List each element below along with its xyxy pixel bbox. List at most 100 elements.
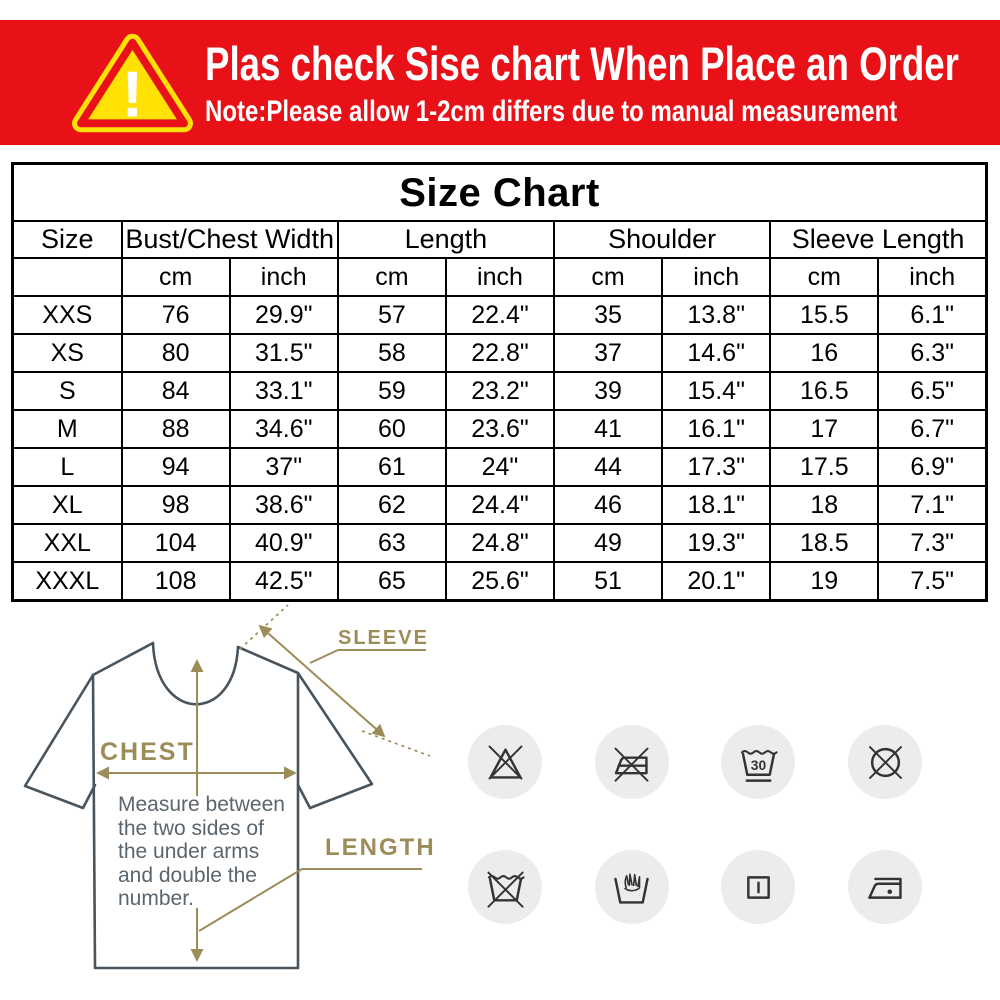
- size-chart-body: XXS 76 29.9" 57 22.4" 35 13.8" 15.5 6.1" XS 80 31.5…: [11, 295, 988, 602]
- measurement-cell: 41: [553, 409, 664, 449]
- size-chart-group-header-row: Size Bust/Chest Width Length Shoulder Sleeve…: [11, 220, 988, 259]
- measurement-cell: 58: [336, 333, 447, 373]
- measurement-cell: 42.5": [228, 561, 339, 602]
- size-chart-title-row: Size Chart: [11, 162, 988, 222]
- measurement-cell: 24": [444, 447, 556, 487]
- do-not-tumble-dry-icon: [868, 745, 902, 779]
- measurement-cell: 15.5: [769, 295, 880, 335]
- measurement-cell: 108: [120, 561, 231, 602]
- care-icon-hand-wash: [594, 850, 669, 924]
- measurement-cell: 94: [120, 447, 231, 487]
- measurement-cell: 37": [228, 447, 339, 487]
- care-icon-do-not-wash: [468, 850, 542, 924]
- care-icon-do-not-tumble-dry: [848, 725, 923, 799]
- unit-header-inch-6: inch: [661, 257, 772, 297]
- measurement-cell: 6.7": [877, 409, 988, 449]
- measurement-cell: 34.6": [228, 409, 339, 449]
- iron-low-heat-icon: [867, 877, 902, 899]
- banner-note: Note:Please allow 1-2cm differs due to m…: [205, 95, 898, 129]
- do-not-bleach-icon: [488, 745, 522, 779]
- warning-triangle-icon: !: [72, 33, 193, 133]
- size-chart-title: Size Chart: [11, 162, 988, 222]
- measurement-cell: 16: [769, 333, 880, 373]
- size-label-cell: XXL: [11, 523, 123, 563]
- measurement-cell: 6.9": [877, 447, 988, 487]
- unit-header-cm-3: cm: [336, 257, 447, 297]
- measurement-cell: 37: [553, 333, 664, 373]
- warning-banner: ! Plas check Sise chart When Place an Or…: [0, 20, 1000, 145]
- unit-header-inch-8: inch: [877, 257, 988, 297]
- measurement-cell: 16.1": [661, 409, 772, 449]
- tshirt-outline-drawing: [23, 604, 431, 970]
- size-row-xxxl: XXXL 108 42.5" 65 25.6" 51 20.1" 19 7.5": [11, 561, 988, 602]
- measurement-cell: 20.1": [661, 561, 772, 602]
- measurement-cell: 44: [553, 447, 664, 487]
- measurement-cell: 22.8": [444, 333, 556, 373]
- size-label-cell: XS: [11, 333, 123, 373]
- do-not-wash-icon: [486, 871, 525, 908]
- measurement-cell: 18.5: [769, 523, 880, 563]
- measurement-cell: 7.5": [877, 561, 988, 602]
- measurement-cell: 22.4": [444, 295, 556, 335]
- care-icons-grid: 30: [468, 725, 975, 924]
- measurement-cell: 6.5": [877, 371, 988, 411]
- sleeve-label: SLEEVE: [338, 627, 429, 649]
- measurement-cell: 15.4": [661, 371, 772, 411]
- group-header-bust-chest-width: Bust/Chest Width: [120, 220, 339, 259]
- measurement-cell: 61: [336, 447, 447, 487]
- measurement-cell: 23.6": [444, 409, 556, 449]
- measurement-cell: 13.8": [661, 295, 772, 335]
- unit-header-cm-7: cm: [769, 257, 880, 297]
- size-chart-table: Size Chart Size Bust/Chest Width Length Sho…: [11, 162, 988, 602]
- size-label-cell: M: [11, 409, 123, 449]
- measurement-cell: 18.1": [661, 485, 772, 525]
- measurement-cell: 63: [336, 523, 447, 563]
- measurement-cell: 76: [120, 295, 231, 335]
- unit-header-empty: [11, 257, 123, 297]
- unit-header-cm-1: cm: [120, 257, 231, 297]
- measurement-cell: 62: [336, 485, 447, 525]
- measurement-cell: 31.5": [228, 333, 339, 373]
- chest-measure-note: Measure between the two sides of the und…: [118, 793, 285, 910]
- wash-temp-label: 30: [751, 756, 767, 772]
- measurement-cell: 24.4": [444, 485, 556, 525]
- care-icon-do-not-bleach: [468, 725, 542, 799]
- measurement-cell: 14.6": [661, 333, 772, 373]
- machine-wash-30-icon: 30: [740, 749, 778, 782]
- size-row-xxs: XXS 76 29.9" 57 22.4" 35 13.8" 15.5 6.1": [11, 295, 988, 335]
- measurement-cell: 57: [336, 295, 447, 335]
- measurement-cell: 6.3": [877, 333, 988, 373]
- group-header-sleeve-length: Sleeve Length: [769, 220, 988, 259]
- measurement-cell: 29.9": [228, 295, 339, 335]
- size-row-xxl: XXL 104 40.9" 63 24.8" 49 19.3" 18.5 7.3": [11, 523, 988, 563]
- measurement-cell: 38.6": [228, 485, 339, 525]
- measurement-cell: 60: [336, 409, 447, 449]
- care-icon-do-not-iron: [594, 725, 669, 799]
- measurement-cell: 40.9": [228, 523, 339, 563]
- care-icon-machine-wash-30: 30: [721, 725, 796, 799]
- measurement-cell: 49: [553, 523, 664, 563]
- measurement-cell: 51: [553, 561, 664, 602]
- do-not-iron-icon: [614, 747, 649, 782]
- measurement-cell: 17.3": [661, 447, 772, 487]
- measurement-cell: 19: [769, 561, 880, 602]
- care-icon-iron-low-heat: [848, 850, 923, 924]
- group-header-shoulder: Shoulder: [553, 220, 772, 259]
- size-label-cell: S: [11, 371, 123, 411]
- size-chart-unit-header-row: cm inch cm inch cm inch cm inch: [11, 257, 988, 297]
- measurement-cell: 16.5: [769, 371, 880, 411]
- measurement-cell: 24.8": [444, 523, 556, 563]
- size-label-cell: XL: [11, 485, 123, 525]
- measurement-cell: 59: [336, 371, 447, 411]
- measurement-cell: 7.1": [877, 485, 988, 525]
- size-label-cell: XXXL: [11, 561, 123, 602]
- measurement-cell: 17.5: [769, 447, 880, 487]
- length-label: LENGTH: [325, 834, 436, 861]
- measurement-cell: 88: [120, 409, 231, 449]
- measurement-cell: 7.3": [877, 523, 988, 563]
- hand-wash-icon: [614, 872, 649, 904]
- unit-header-inch-2: inch: [228, 257, 339, 297]
- measurement-cell: 84: [120, 371, 231, 411]
- group-header-size: Size: [11, 220, 123, 259]
